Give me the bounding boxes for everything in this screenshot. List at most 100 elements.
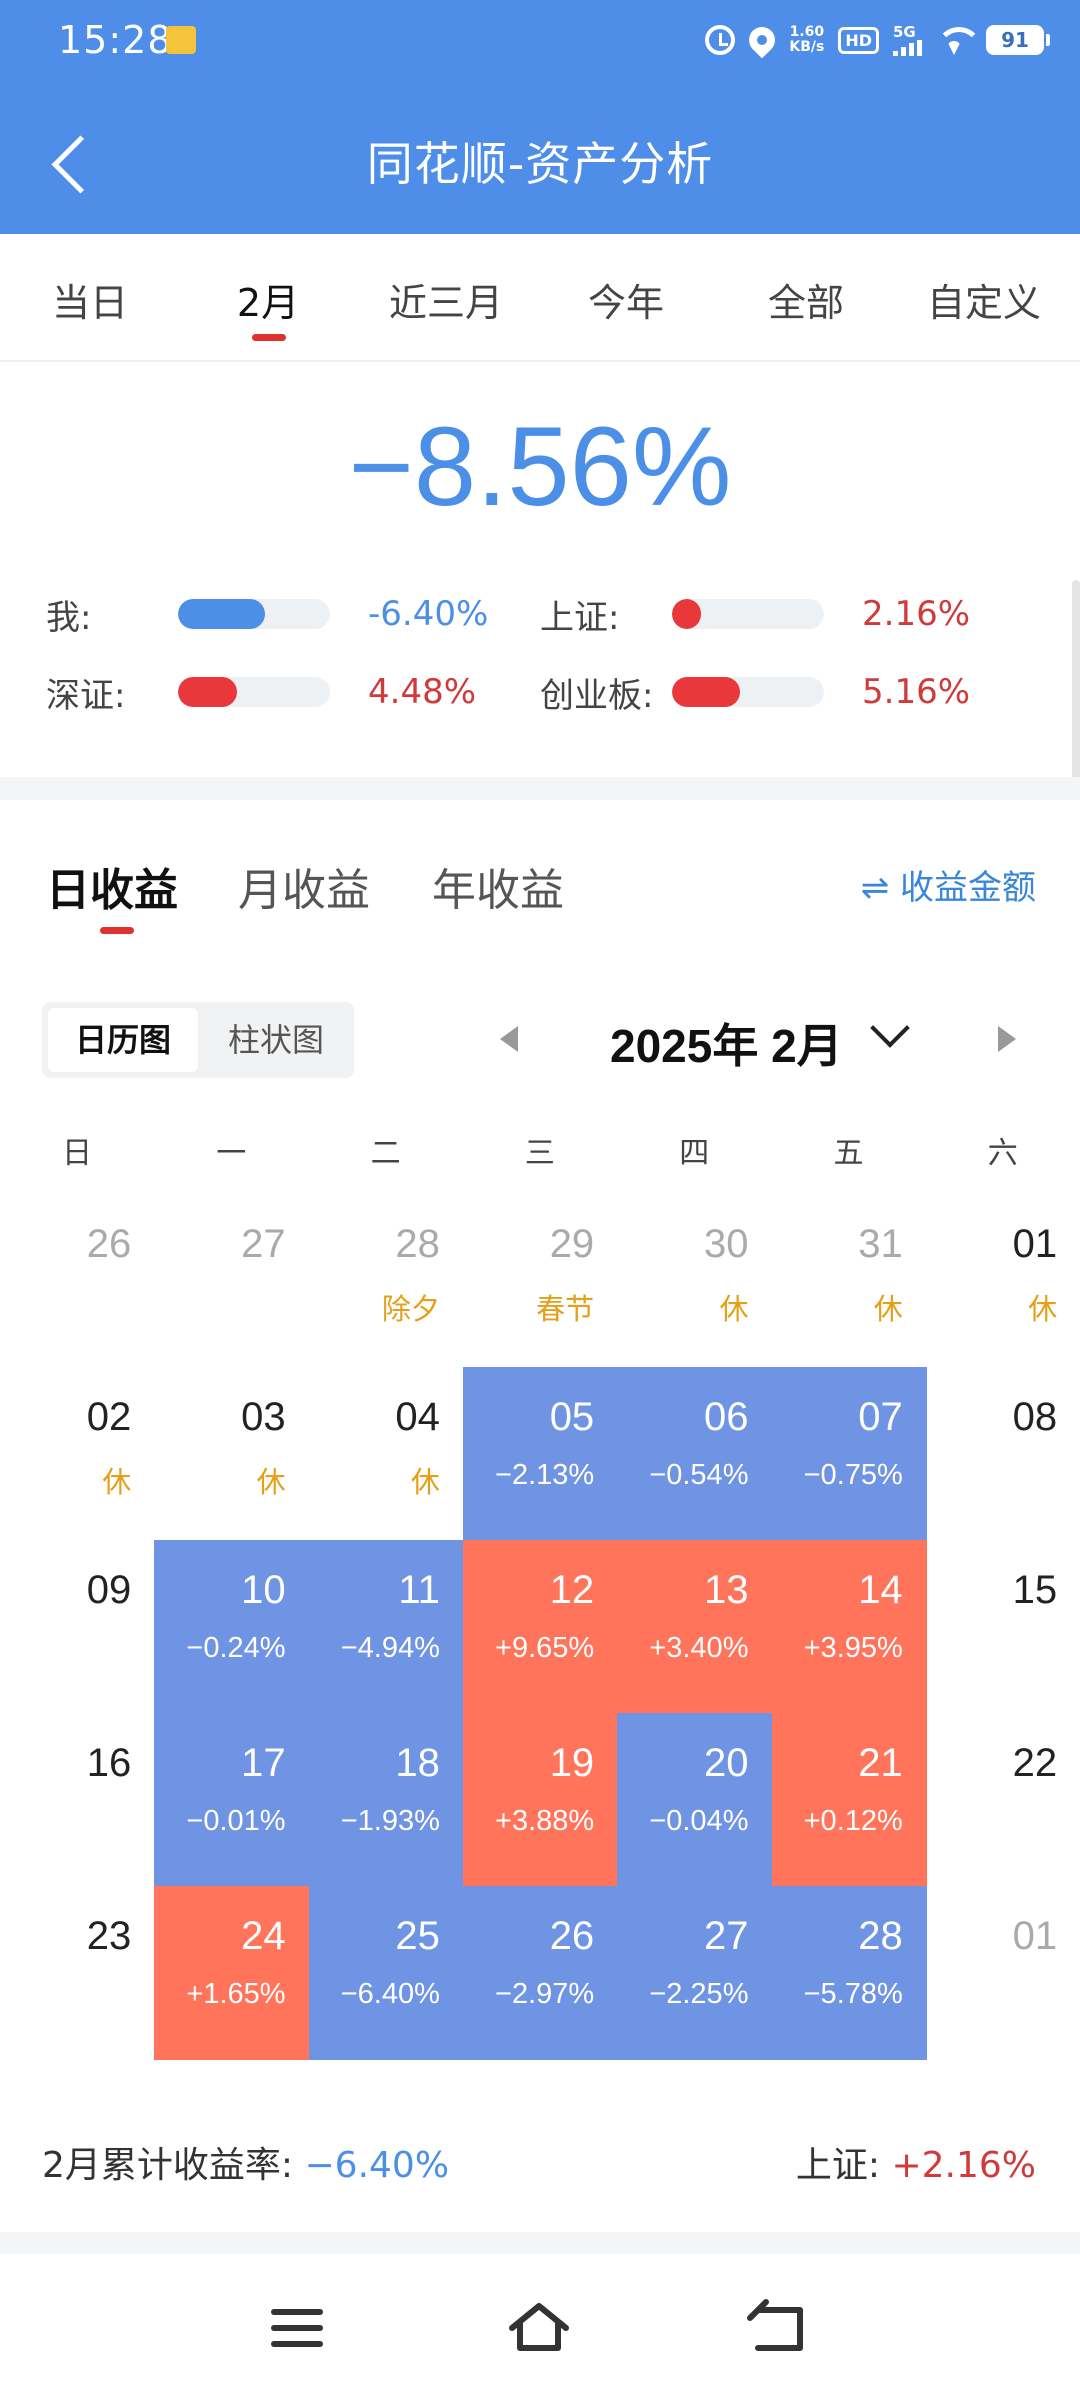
calendar-day-return: −2.97% bbox=[495, 1978, 595, 2010]
calendar-day-number: 07 bbox=[858, 1395, 903, 1439]
calendar-day-return: −0.54% bbox=[649, 1459, 749, 1491]
calendar-day-cell[interactable]: 27 bbox=[154, 1194, 309, 1368]
calendar-day-cell[interactable]: 18 −1.93% bbox=[308, 1713, 464, 1887]
tab-monthly-earnings[interactable]: 月收益 bbox=[238, 865, 370, 916]
calendar-day-cell[interactable]: 06 −0.54% bbox=[617, 1367, 773, 1541]
index-return: 上证: +2.16% bbox=[796, 2136, 1036, 2188]
tab-last-three-months[interactable]: 近三月 bbox=[388, 281, 503, 325]
calendar-day-note: 休 bbox=[719, 1294, 749, 1326]
calendar-day-return: +1.65% bbox=[186, 1978, 286, 2010]
compare-row-shenzhen: 深证: 4.48% bbox=[46, 668, 486, 716]
compare-bar bbox=[672, 677, 741, 707]
calendar-day-cell[interactable]: 12 +9.65% bbox=[462, 1540, 619, 1714]
earnings-tab-indicator bbox=[100, 927, 134, 934]
calendar-day-cell[interactable]: 28 −5.78% bbox=[771, 1886, 927, 2060]
calendar-day-return: +3.95% bbox=[803, 1632, 903, 1664]
compare-label: 创业板: bbox=[540, 675, 654, 716]
calendar-view-button[interactable]: 日历图 bbox=[48, 1008, 198, 1072]
location-icon bbox=[743, 21, 781, 59]
calendar-day-cell[interactable]: 10 −0.24% bbox=[154, 1540, 310, 1714]
calendar-day-number: 27 bbox=[241, 1222, 286, 1266]
calendar-day-cell[interactable]: 26 bbox=[0, 1194, 155, 1368]
chevron-down-icon[interactable] bbox=[870, 1008, 910, 1048]
calendar-day-cell[interactable]: 08 bbox=[926, 1367, 1080, 1541]
compare-track bbox=[178, 677, 330, 707]
calendar-day-cell[interactable]: 19 +3.88% bbox=[462, 1713, 619, 1887]
compare-label: 上证: bbox=[540, 597, 620, 638]
calendar-day-note: 除夕 bbox=[381, 1294, 440, 1326]
tab-february[interactable]: 2月 bbox=[236, 281, 300, 325]
calendar-day-cell[interactable]: 28 除夕 bbox=[309, 1194, 464, 1368]
tab-today[interactable]: 当日 bbox=[51, 281, 128, 325]
tab-active-indicator bbox=[252, 334, 286, 341]
calendar-day-cell[interactable]: 15 bbox=[926, 1540, 1080, 1714]
calendar-day-cell[interactable]: 03 休 bbox=[154, 1367, 309, 1541]
index-return-label: 上证: bbox=[795, 2145, 881, 2186]
calendar-day-number: 01 bbox=[1012, 1222, 1058, 1266]
calendar-day-cell[interactable]: 07 −0.75% bbox=[771, 1367, 927, 1541]
calendar-day-cell[interactable]: 20 −0.04% bbox=[617, 1713, 773, 1887]
calendar-day-number: 28 bbox=[395, 1222, 440, 1266]
calendar-day-number: 18 bbox=[395, 1741, 440, 1785]
alarm-icon bbox=[705, 25, 736, 55]
net-speed: 1.60 KB/s bbox=[789, 25, 824, 55]
compare-track bbox=[672, 599, 824, 629]
calendar-day-cell[interactable]: 31 休 bbox=[772, 1194, 927, 1368]
calendar-day-cell[interactable]: 02 休 bbox=[0, 1367, 155, 1541]
tab-this-year[interactable]: 今年 bbox=[587, 281, 664, 325]
calendar-day-cell[interactable]: 26 −2.97% bbox=[462, 1886, 619, 2060]
net-speed-unit: KB/s bbox=[789, 39, 825, 55]
compare-row-me: 我: -6.40% bbox=[46, 590, 489, 638]
tab-daily-earnings[interactable]: 日收益 bbox=[46, 865, 178, 916]
toggle-earnings-amount-button[interactable]: ⇌ 收益金额 bbox=[860, 868, 1036, 908]
tab-yearly-earnings[interactable]: 年收益 bbox=[432, 865, 564, 916]
calendar-day-cell[interactable]: 01 休 bbox=[926, 1194, 1080, 1368]
calendar-day-number: 22 bbox=[1012, 1741, 1058, 1785]
calendar-day-cell[interactable]: 04 休 bbox=[309, 1367, 464, 1541]
earnings-section: 日收益 月收益 年收益 ⇌ 收益金额 日历图 柱状图 2025年 2月 日 一 二 三… bbox=[0, 800, 1080, 2232]
status-time: 15:28 bbox=[58, 18, 173, 62]
compare-value: 5.16% bbox=[862, 672, 971, 712]
compare-value: -6.40% bbox=[368, 594, 489, 634]
calendar-day-cell[interactable]: 29 春节 bbox=[463, 1194, 618, 1368]
calendar-day-cell[interactable]: 22 bbox=[926, 1713, 1080, 1887]
calendar-day-cell[interactable]: 17 −0.01% bbox=[154, 1713, 310, 1887]
calendar-day-cell[interactable]: 21 +0.12% bbox=[771, 1713, 927, 1887]
prev-month-icon[interactable] bbox=[500, 1026, 518, 1052]
weekday-label: 二 bbox=[370, 1136, 401, 1171]
calendar-day-number: 31 bbox=[858, 1222, 903, 1266]
calendar-day-cell[interactable]: 05 −2.13% bbox=[462, 1367, 619, 1541]
month-selector[interactable]: 2025年 2月 bbox=[610, 1020, 843, 1072]
tab-custom[interactable]: 自定义 bbox=[926, 281, 1041, 325]
home-icon[interactable] bbox=[504, 2298, 574, 2358]
bar-chart-view-button[interactable]: 柱状图 bbox=[227, 1021, 324, 1059]
cumulative-return-value: −6.40% bbox=[304, 2145, 450, 2186]
calendar-day-number: 23 bbox=[86, 1914, 132, 1958]
calendar-day-return: −0.04% bbox=[649, 1805, 749, 1837]
calendar-day-number: 11 bbox=[398, 1568, 440, 1612]
back-icon[interactable] bbox=[744, 2298, 814, 2358]
menu-icon[interactable] bbox=[264, 2298, 334, 2358]
calendar-day-cell[interactable]: 13 +3.40% bbox=[617, 1540, 773, 1714]
calendar-day-return: −2.13% bbox=[495, 1459, 595, 1491]
calendar-day-cell[interactable]: 30 休 bbox=[617, 1194, 772, 1368]
return-summary: −8.56% 我: -6.40% 上证: 2.16% 深证: 4.48% 创业板… bbox=[0, 362, 1080, 777]
next-month-icon[interactable] bbox=[998, 1026, 1016, 1052]
tab-all[interactable]: 全部 bbox=[767, 281, 844, 325]
cumulative-return-label: 2月累计收益率: bbox=[42, 2145, 294, 2186]
calendar-day-cell[interactable]: 27 −2.25% bbox=[617, 1886, 773, 2060]
calendar-day-number: 17 bbox=[241, 1741, 286, 1785]
calendar-day-cell[interactable]: 23 bbox=[0, 1886, 155, 2060]
calendar-day-cell[interactable]: 25 −6.40% bbox=[308, 1886, 464, 2060]
calendar-day-cell[interactable]: 09 bbox=[0, 1540, 155, 1714]
calendar-day-number: 04 bbox=[395, 1395, 440, 1439]
calendar-day-cell[interactable]: 11 −4.94% bbox=[308, 1540, 464, 1714]
calendar-day-number: 27 bbox=[703, 1914, 749, 1958]
period-return-percent: −8.56% bbox=[348, 404, 732, 529]
calendar-day-cell[interactable]: 24 +1.65% bbox=[154, 1886, 310, 2060]
calendar-day-cell[interactable]: 16 bbox=[0, 1713, 155, 1887]
calendar-day-return: −4.94% bbox=[340, 1632, 440, 1664]
calendar-day-cell[interactable]: 14 +3.95% bbox=[771, 1540, 927, 1714]
calendar-day-cell[interactable]: 01 bbox=[926, 1886, 1080, 2060]
section-divider bbox=[0, 777, 1080, 800]
